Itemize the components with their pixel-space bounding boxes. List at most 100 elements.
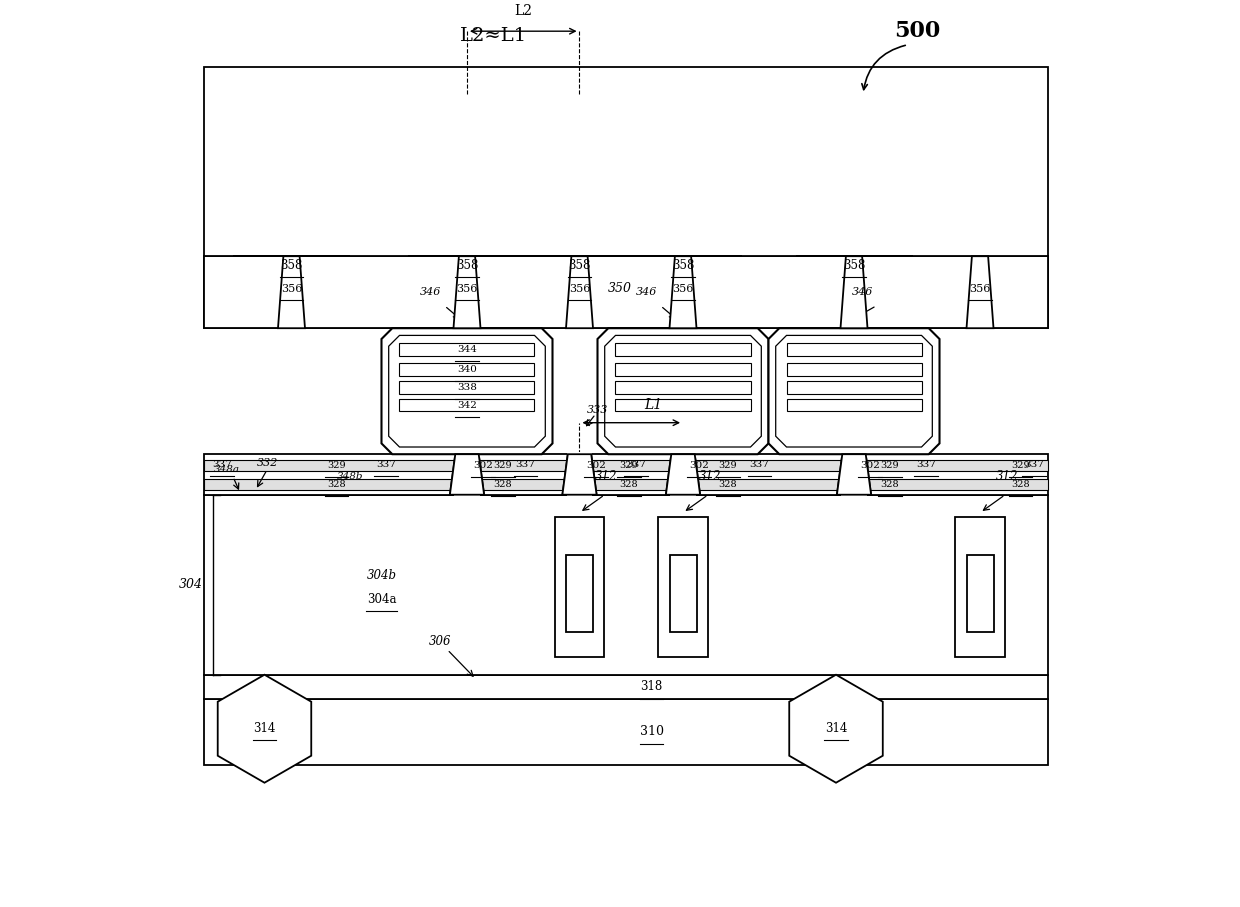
Text: 302: 302 <box>689 461 709 470</box>
Text: 318: 318 <box>640 680 662 693</box>
Text: 328: 328 <box>719 480 738 489</box>
Bar <box>205 67 1048 256</box>
Text: 337: 337 <box>626 460 646 469</box>
Bar <box>205 256 1048 328</box>
Text: 346: 346 <box>636 288 657 297</box>
Text: L1: L1 <box>645 397 663 412</box>
Bar <box>658 517 708 657</box>
Polygon shape <box>769 328 940 454</box>
Polygon shape <box>388 336 546 447</box>
Polygon shape <box>278 256 305 328</box>
Bar <box>955 517 1004 657</box>
Text: 329: 329 <box>1011 462 1030 470</box>
Text: 337: 337 <box>376 460 396 469</box>
Text: 350: 350 <box>608 282 632 295</box>
Bar <box>615 399 750 412</box>
Bar <box>615 344 750 356</box>
Text: 329: 329 <box>620 462 639 470</box>
Bar <box>399 364 534 376</box>
Text: 356: 356 <box>280 284 303 294</box>
Bar <box>554 517 604 657</box>
Text: 358: 358 <box>568 258 590 272</box>
Text: 312: 312 <box>996 470 1018 483</box>
Polygon shape <box>563 454 596 494</box>
Bar <box>786 344 921 356</box>
Bar <box>399 399 534 412</box>
Text: L2≈L1: L2≈L1 <box>460 26 527 44</box>
Text: 310: 310 <box>640 726 663 738</box>
Bar <box>565 555 593 631</box>
Text: 348a: 348a <box>213 465 239 474</box>
Polygon shape <box>837 454 872 494</box>
Text: 312: 312 <box>595 470 618 483</box>
Text: 337: 337 <box>212 460 232 469</box>
Bar <box>567 453 591 496</box>
Text: 329: 329 <box>719 462 738 470</box>
Bar <box>842 453 867 496</box>
Polygon shape <box>598 328 769 454</box>
Polygon shape <box>776 336 932 447</box>
Bar <box>205 460 1048 472</box>
Polygon shape <box>670 256 697 328</box>
Polygon shape <box>563 454 596 494</box>
Text: 328: 328 <box>880 480 899 489</box>
Polygon shape <box>841 256 868 328</box>
Text: 346: 346 <box>420 288 441 297</box>
Polygon shape <box>450 454 484 494</box>
Text: 348b: 348b <box>337 473 363 482</box>
Text: 356: 356 <box>970 284 991 294</box>
Bar <box>615 381 750 394</box>
Bar <box>205 256 1048 328</box>
Polygon shape <box>605 336 761 447</box>
Text: 346: 346 <box>852 288 874 297</box>
Text: 337: 337 <box>749 460 770 469</box>
Polygon shape <box>666 454 701 494</box>
Text: 314: 314 <box>253 722 275 736</box>
Text: 329: 329 <box>494 462 512 470</box>
Text: 304b: 304b <box>367 570 397 582</box>
Text: 356: 356 <box>569 284 590 294</box>
Bar <box>205 479 1048 490</box>
Bar <box>454 453 480 496</box>
Text: 500: 500 <box>894 20 940 43</box>
Polygon shape <box>450 454 484 494</box>
Bar <box>786 381 921 394</box>
Text: 342: 342 <box>458 401 477 410</box>
Text: 333: 333 <box>587 405 608 415</box>
Bar <box>205 454 1048 494</box>
Bar <box>966 555 993 631</box>
Text: 356: 356 <box>672 284 693 294</box>
Bar <box>205 494 1048 675</box>
Bar <box>671 453 696 496</box>
Text: 358: 358 <box>280 258 303 272</box>
Text: 302: 302 <box>474 461 494 470</box>
Text: 328: 328 <box>494 480 512 489</box>
Bar <box>399 344 534 356</box>
Bar <box>670 555 697 631</box>
Text: 304: 304 <box>179 578 202 591</box>
Text: 329: 329 <box>880 462 899 470</box>
Text: 332: 332 <box>257 458 278 468</box>
Text: 314: 314 <box>825 722 847 736</box>
Polygon shape <box>454 256 480 328</box>
Text: 328: 328 <box>327 480 346 489</box>
Text: 312: 312 <box>699 470 722 483</box>
Bar <box>786 364 921 376</box>
Polygon shape <box>565 256 593 328</box>
Bar <box>205 699 1048 765</box>
Bar <box>786 399 921 412</box>
Polygon shape <box>789 675 883 783</box>
Polygon shape <box>382 328 553 454</box>
Text: 358: 358 <box>456 258 479 272</box>
Text: 340: 340 <box>458 366 477 375</box>
Text: L2: L2 <box>515 5 532 18</box>
Text: 329: 329 <box>327 462 346 470</box>
Polygon shape <box>666 454 701 494</box>
Text: 328: 328 <box>620 480 639 489</box>
Text: 358: 358 <box>672 258 694 272</box>
Text: 344: 344 <box>458 346 477 354</box>
Bar <box>399 381 534 394</box>
Bar <box>205 675 1048 699</box>
Text: 338: 338 <box>458 383 477 392</box>
Text: 337: 337 <box>1024 460 1044 469</box>
